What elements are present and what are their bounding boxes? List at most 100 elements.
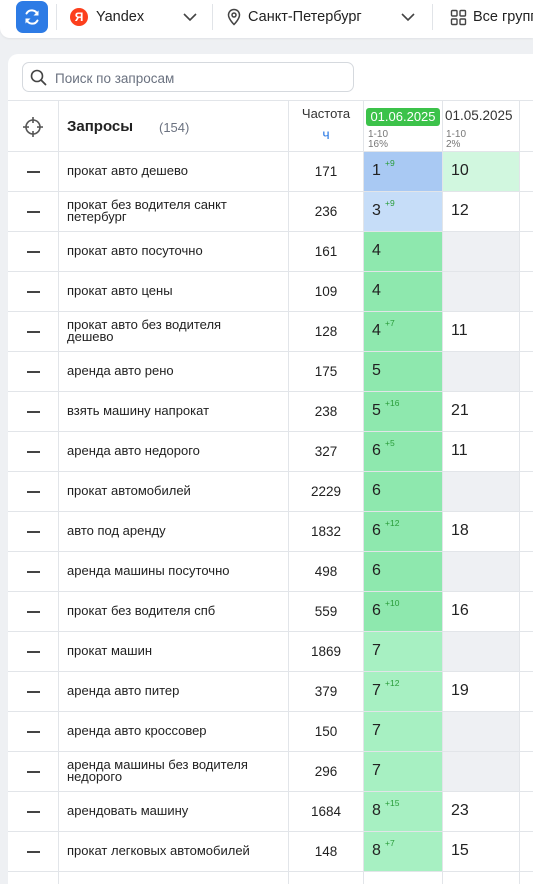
- position-cell-previous[interactable]: 21: [443, 392, 519, 432]
- yandex-logo-icon: Я: [70, 8, 88, 26]
- table-row: аренда авто питер 379 7 +12 19: [8, 672, 533, 712]
- position-cell-previous[interactable]: [443, 472, 519, 512]
- position-cell-previous[interactable]: [443, 712, 519, 752]
- position-cell-previous[interactable]: 12: [443, 192, 519, 232]
- frequency-column-title[interactable]: Частота: [301, 106, 351, 121]
- position-value: 3: [372, 202, 381, 219]
- toolbar-divider: [212, 4, 213, 30]
- position-cell-previous[interactable]: [443, 552, 519, 592]
- collapse-toggle[interactable]: [27, 651, 40, 653]
- collapse-toggle[interactable]: [27, 451, 40, 453]
- position-cell-current[interactable]: 5 +16: [364, 392, 442, 432]
- query-text[interactable]: прокат авто посуточно: [67, 243, 203, 258]
- query-frequency: 296: [314, 764, 338, 779]
- position-cell-current[interactable]: 3 +9: [364, 192, 442, 232]
- position-cell-current[interactable]: 8 +7: [364, 832, 442, 872]
- collapse-toggle[interactable]: [27, 291, 40, 293]
- position-cell-current[interactable]: 6: [364, 552, 442, 592]
- query-text[interactable]: аренда авто кроссовер: [67, 723, 207, 738]
- groups-select[interactable]: Все групп: [450, 7, 533, 27]
- position-cell-previous[interactable]: 16: [443, 592, 519, 632]
- position-cell-previous[interactable]: [443, 272, 519, 312]
- collapse-toggle[interactable]: [27, 731, 40, 733]
- query-text[interactable]: аренда авто рено: [67, 363, 174, 378]
- position-cell-current[interactable]: 5: [364, 352, 442, 392]
- position-cell-previous[interactable]: [443, 632, 519, 672]
- query-text[interactable]: прокат авто без водителя дешево: [67, 317, 222, 344]
- search-box[interactable]: [22, 62, 354, 92]
- query-text[interactable]: прокат автомобилей: [67, 483, 191, 498]
- query-text[interactable]: прокат без водителя санкт петербург: [67, 197, 227, 224]
- query-text[interactable]: авто под аренду: [67, 523, 166, 538]
- top-range-label: 1-10: [446, 129, 467, 140]
- position-cell-previous[interactable]: [443, 232, 519, 272]
- position-value: 6: [372, 522, 381, 539]
- collapse-toggle[interactable]: [27, 411, 40, 413]
- position-cell-current[interactable]: 6 +10: [364, 592, 442, 632]
- position-cell-previous[interactable]: 18: [443, 512, 519, 552]
- position-cell-current[interactable]: 6 +5: [364, 432, 442, 472]
- query-text[interactable]: прокат легковых автомобилей: [67, 843, 250, 858]
- position-value: 23: [451, 802, 469, 819]
- collapse-toggle[interactable]: [27, 771, 40, 773]
- position-cell-previous[interactable]: 11: [443, 432, 519, 472]
- query-frequency: 379: [314, 684, 338, 699]
- collapse-toggle[interactable]: [27, 611, 40, 613]
- position-cell-previous[interactable]: 15: [443, 832, 519, 872]
- crosshair-icon[interactable]: [22, 116, 44, 138]
- row-divider: [8, 631, 533, 632]
- position-cell-previous[interactable]: 23: [443, 792, 519, 832]
- position-cell-previous[interactable]: 10: [443, 152, 519, 192]
- position-cell-previous[interactable]: 11: [443, 312, 519, 352]
- query-text[interactable]: аренда авто недорого: [67, 443, 200, 458]
- position-cell-current[interactable]: 4: [364, 272, 442, 312]
- position-cell-current[interactable]: 7 +12: [364, 672, 442, 712]
- position-cell-previous[interactable]: [443, 352, 519, 392]
- collapse-toggle[interactable]: [27, 491, 40, 493]
- chevron-down-icon[interactable]: [400, 9, 416, 25]
- position-cell-current[interactable]: 4: [364, 232, 442, 272]
- position-cell-current[interactable]: 1 +9: [364, 152, 442, 192]
- query-text[interactable]: прокат без водителя спб: [67, 603, 216, 618]
- collapse-toggle[interactable]: [27, 331, 40, 333]
- position-cell-previous[interactable]: 19: [443, 672, 519, 712]
- collapse-toggle[interactable]: [27, 251, 40, 253]
- query-text[interactable]: прокат авто цены: [67, 283, 173, 298]
- query-text[interactable]: аренда авто питер: [67, 683, 180, 698]
- queries-column-title[interactable]: Запросы: [67, 118, 134, 135]
- collapse-toggle[interactable]: [27, 371, 40, 373]
- collapse-toggle[interactable]: [27, 691, 40, 693]
- query-text[interactable]: взять машину напрокат: [67, 403, 210, 418]
- position-delta: +12: [385, 518, 400, 528]
- frequency-type-toggle[interactable]: ч: [322, 126, 330, 142]
- query-text[interactable]: арендовать машину: [67, 803, 189, 818]
- collapse-toggle[interactable]: [27, 531, 40, 533]
- query-text[interactable]: аренда машины посуточно: [67, 563, 230, 578]
- query-text[interactable]: аренда машины без водителя недорого: [67, 757, 248, 784]
- date-column-current[interactable]: 01.06.2025: [366, 108, 440, 126]
- collapse-toggle[interactable]: [27, 851, 40, 853]
- chevron-down-icon[interactable]: [182, 9, 198, 25]
- search-input[interactable]: [53, 67, 347, 89]
- position-cell-current[interactable]: 6 +12: [364, 512, 442, 552]
- position-cell-current[interactable]: 4 +7: [364, 312, 442, 352]
- position-cell-current[interactable]: 6: [364, 472, 442, 512]
- collapse-toggle[interactable]: [27, 171, 40, 173]
- region-select[interactable]: Санкт-Петербург: [226, 7, 362, 27]
- table-row: прокат без водителя санкт петербург 236 3 +…: [8, 192, 533, 232]
- position-cell-current[interactable]: 8 +15: [364, 792, 442, 832]
- position-cell-current[interactable]: 7: [364, 712, 442, 752]
- query-text[interactable]: прокат машин: [67, 643, 153, 658]
- collapse-toggle[interactable]: [27, 811, 40, 813]
- collapse-toggle[interactable]: [27, 571, 40, 573]
- refresh-button[interactable]: [16, 1, 48, 33]
- position-cell-previous[interactable]: [443, 752, 519, 792]
- position-cell-current[interactable]: 7: [364, 632, 442, 672]
- position-cell-current[interactable]: 7: [364, 752, 442, 792]
- row-divider: [8, 231, 533, 232]
- date-column-previous[interactable]: 01.05.2025: [445, 108, 513, 123]
- query-text[interactable]: прокат авто дешево: [67, 163, 188, 178]
- search-engine-select[interactable]: Я Yandex: [70, 7, 144, 27]
- position-value: 18: [451, 522, 469, 539]
- collapse-toggle[interactable]: [27, 211, 40, 213]
